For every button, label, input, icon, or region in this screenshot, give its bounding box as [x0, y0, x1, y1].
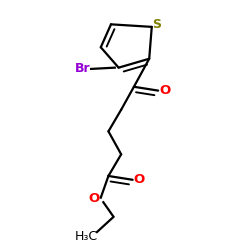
Text: O: O [134, 173, 145, 186]
Text: S: S [152, 18, 161, 31]
Text: H₃C: H₃C [75, 230, 98, 243]
Text: O: O [89, 192, 100, 205]
Text: O: O [159, 84, 170, 96]
Text: Br: Br [75, 62, 91, 76]
